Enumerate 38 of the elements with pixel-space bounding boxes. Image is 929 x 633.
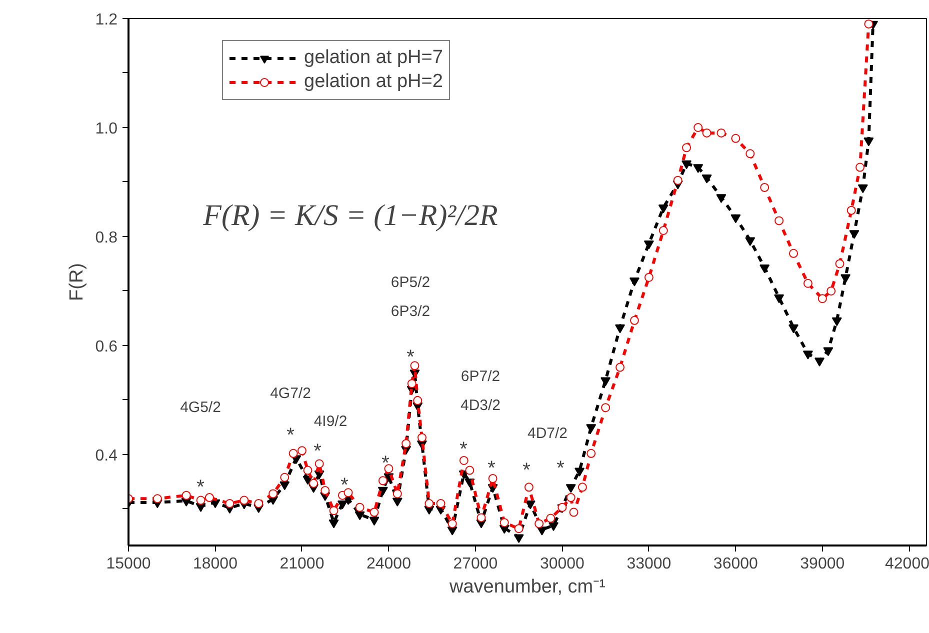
y-tick-label: 1.2: [95, 12, 118, 28]
annotation: F(R) = K/S = (1−R)²/2R: [202, 199, 498, 232]
x-tick-label: 30000: [540, 556, 585, 572]
annotation: 4G7/2: [270, 385, 311, 402]
x-axis-title: wavenumber, cm⁻¹: [448, 576, 606, 598]
annotation: *: [406, 346, 415, 368]
annotation: *: [196, 476, 205, 498]
x-tick-label: 24000: [366, 556, 412, 572]
x-tick-label: 33000: [626, 556, 672, 572]
legend-label: gelation at pH=2: [304, 71, 443, 93]
y-tick-label: 0.8: [95, 229, 118, 246]
x-tick-label: 42000: [885, 556, 929, 572]
y-tick-label: 0.4: [95, 447, 118, 464]
annotation: 6P3/2: [390, 303, 430, 320]
annotation: *: [340, 474, 349, 496]
x-tick-label: 27000: [453, 556, 498, 572]
y-axis-title: F(R): [66, 263, 88, 301]
x-tick-label: 36000: [713, 556, 758, 572]
annotation: *: [314, 440, 322, 462]
annotation: 4G5/2: [180, 399, 221, 416]
x-tick-label: 39000: [800, 556, 845, 572]
annotation: 6P7/2: [460, 368, 500, 385]
annotation: 4D7/2: [527, 425, 568, 442]
annotation: 4I9/2: [314, 413, 348, 430]
x-tick-label: 18000: [192, 556, 238, 572]
annotation: *: [522, 460, 531, 482]
y-tick-label: 1.0: [95, 120, 118, 138]
annotation: 4D3/2: [460, 397, 501, 414]
annotation: 6P5/2: [390, 274, 430, 291]
legend-label: gelation at pH=7: [304, 47, 443, 69]
annotation: *: [460, 438, 468, 460]
x-tick-label: 21000: [280, 556, 324, 572]
annotation: *: [556, 458, 565, 480]
annotation: *: [382, 452, 390, 474]
x-tick-label: 15000: [106, 556, 151, 572]
annotation: *: [488, 458, 496, 480]
y-tick-label: 0.6: [95, 338, 118, 356]
annotation: *: [286, 424, 295, 446]
